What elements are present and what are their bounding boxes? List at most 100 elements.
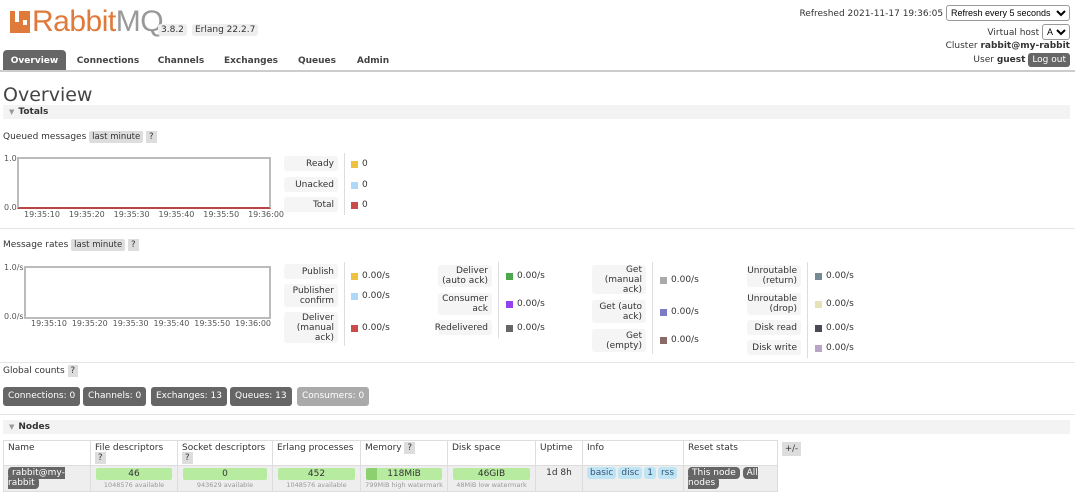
y-tick: 0.0	[4, 203, 17, 212]
fd-available: 1048576 available	[103, 481, 165, 489]
disk-bar: 46GIB	[453, 468, 530, 480]
x-tick: 19:36:00	[248, 210, 284, 219]
y-tick: 1.0	[4, 154, 17, 163]
message-rates-header: Message rates last minute ?	[3, 239, 139, 251]
value-text: 0.00/s	[826, 271, 854, 281]
node-name-link[interactable]: rabbit@my-rabbit	[8, 467, 65, 489]
ep-available: 1048576 available	[286, 481, 347, 489]
help-button[interactable]: ?	[146, 131, 157, 143]
help-button[interactable]: ?	[128, 239, 139, 251]
series-color-swatch	[815, 324, 822, 332]
column-toggle-button[interactable]: +/-	[782, 442, 802, 456]
nodes-section-header[interactable]: ▼ Nodes	[3, 420, 1070, 434]
consumers-count-button[interactable]: Consumers: 0	[297, 387, 370, 406]
tab-admin[interactable]: Admin	[356, 56, 390, 66]
totals-section-header[interactable]: ▼ Totals	[3, 105, 1070, 119]
value-text: 0.00/s	[517, 323, 545, 333]
value-text: 0.00/s	[517, 271, 545, 281]
legend-label: Total	[284, 197, 338, 212]
x-axis: 19:35:10 19:35:20 19:35:30 19:35:40 19:35:50…	[24, 210, 284, 219]
queues-count-button[interactable]: Queues: 13	[230, 387, 292, 406]
range-selector[interactable]: last minute	[71, 239, 126, 251]
help-button[interactable]: ?	[404, 442, 415, 454]
connections-count-button[interactable]: Connections: 0	[3, 387, 81, 406]
cluster-name: rabbit@my-rabbit	[980, 41, 1070, 51]
legend-label: Unroutable (return)	[747, 265, 801, 287]
global-counts-header: Global counts ?	[3, 365, 79, 377]
legend-label: Get (empty)	[592, 329, 646, 352]
value-text: 0.00/s	[517, 299, 545, 309]
legend-label: Unacked	[284, 177, 338, 192]
erlang-version-badge: Erlang 22.2.7	[192, 24, 259, 36]
y-tick: 1.0/s	[4, 263, 24, 272]
tab-exchanges[interactable]: Exchanges	[223, 56, 279, 66]
refresh-interval-select[interactable]: Refresh every 5 seconds	[946, 5, 1070, 21]
value-text: 0.00/s	[362, 323, 390, 333]
range-selector[interactable]: last minute	[89, 131, 144, 143]
queued-messages-label: Queued messages	[3, 132, 87, 142]
series-color-swatch	[660, 308, 667, 316]
collapse-triangle-icon: ▼	[9, 423, 15, 431]
exchanges-count-button[interactable]: Exchanges: 13	[151, 387, 228, 406]
message-rates-label: Message rates	[3, 240, 69, 250]
page-title: Overview	[3, 84, 93, 106]
help-button[interactable]: ?	[95, 452, 106, 464]
queued-messages-header: Queued messages last minute ?	[3, 131, 157, 143]
legend-label: Unroutable (drop)	[747, 293, 801, 315]
logout-button[interactable]: Log out	[1028, 53, 1070, 67]
x-tick: 19:35:30	[112, 319, 149, 328]
help-button[interactable]: ?	[67, 365, 79, 377]
series-color-swatch	[815, 272, 822, 280]
main-nav: Overview Connections Channels Exchanges …	[0, 50, 1075, 72]
legend-value: 0.00/s	[815, 271, 854, 281]
legend-value: 0.00/s	[815, 343, 854, 353]
legend-value: 0.00/s	[506, 323, 545, 333]
legend-value: 0	[351, 180, 368, 190]
info-badge: rss	[657, 467, 678, 479]
series-color-swatch	[351, 181, 358, 189]
virtual-host-select[interactable]: All	[1042, 24, 1070, 40]
series-color-swatch	[351, 272, 358, 280]
info-badge: basic	[587, 467, 617, 479]
legend-value: 0.00/s	[660, 275, 699, 285]
col-name: Name	[3, 440, 91, 466]
value-text: 0.00/s	[826, 323, 854, 333]
tab-connections[interactable]: Connections	[76, 56, 140, 66]
legend-label: Get (auto ack)	[592, 300, 646, 323]
channels-count-button[interactable]: Channels: 0	[83, 387, 147, 406]
legend-value: 0.00/s	[815, 323, 854, 333]
cluster-info: Cluster rabbit@my-rabbit	[946, 41, 1070, 51]
legend-label: Get (manual ack)	[592, 265, 646, 295]
info-badge: 1	[644, 467, 656, 479]
value-text: 0.00/s	[826, 299, 854, 309]
fd-bar: 46	[96, 468, 172, 480]
memory-value: 118MiB	[387, 469, 421, 479]
col-memory: Memory ?	[360, 440, 448, 466]
reset-this-node-button[interactable]: This node	[688, 467, 740, 479]
series-color-swatch	[351, 324, 358, 332]
tab-queues[interactable]: Queues	[297, 56, 337, 66]
user-label: User	[973, 55, 994, 65]
uptime-value: 1d 8h	[535, 465, 583, 492]
value-text: 0	[362, 180, 368, 190]
x-axis: 19:35:10 19:35:20 19:35:30 19:35:40 19:35:50…	[31, 319, 271, 328]
table-row: rabbit@my-rabbit 46 1048576 available 0 94…	[3, 465, 778, 492]
global-counts-label: Global counts	[3, 366, 65, 376]
legend-value: 0.00/s	[660, 307, 699, 317]
rabbitmq-logo[interactable]: RabbitMQ	[10, 6, 164, 38]
legend-label: Ready	[284, 156, 338, 171]
x-tick: 19:35:40	[158, 210, 195, 219]
series-color-swatch	[506, 324, 513, 332]
user-info: User guest Log out	[973, 53, 1070, 67]
refresh-row: Refreshed 2021-11-17 19:36:05 Refresh ev…	[799, 5, 1070, 21]
table-header-row: Name File descriptors ? Socket descripto…	[3, 440, 778, 466]
x-tick: 19:35:20	[71, 319, 108, 328]
value-text: 0.00/s	[671, 275, 699, 285]
value-text: 0.00/s	[362, 291, 390, 301]
tab-overview[interactable]: Overview	[3, 50, 66, 70]
value-text: 0.00/s	[826, 343, 854, 353]
help-button[interactable]: ?	[182, 452, 193, 464]
legend-label: Disk read	[747, 320, 801, 335]
legend-label: Redelivered	[435, 320, 492, 335]
tab-channels[interactable]: Channels	[157, 56, 205, 66]
